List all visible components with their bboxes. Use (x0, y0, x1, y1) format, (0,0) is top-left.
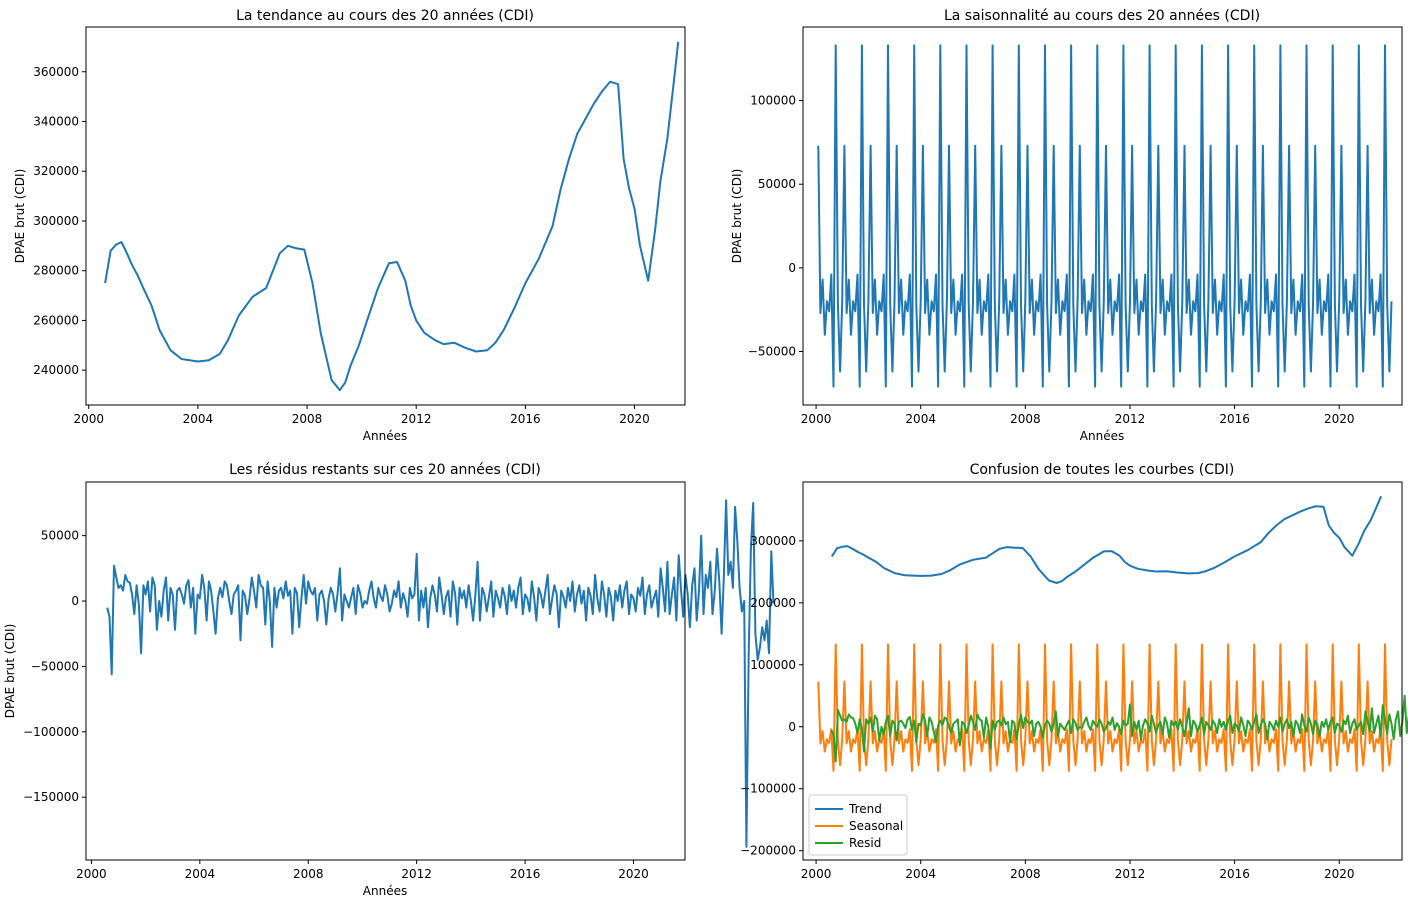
y-tick-label: 200000 (750, 596, 796, 610)
x-axis-label: Années (363, 884, 407, 898)
trend-line (104, 41, 680, 392)
y-tick-label: 260000 (33, 313, 79, 327)
panel-seasonal: 2000 2004 2008 2012 2016 2020 −50000 0 50000 1000… (730, 8, 1403, 443)
x-tick-label: 2004 (905, 867, 936, 881)
x-tick-label: 2000 (76, 867, 107, 881)
combined-resid-line (830, 694, 1408, 763)
x-tick-label: 2020 (618, 867, 649, 881)
x-tick-label: 2020 (1324, 412, 1355, 426)
panel-resid: 2000 2004 2008 2012 2016 2020 −150000 −100000 −5… (3, 462, 775, 898)
x-tick-label: 2004 (185, 867, 216, 881)
x-tick-label: 2012 (1115, 412, 1146, 426)
axes-frame (802, 481, 1403, 861)
x-tick-label: 2000 (801, 412, 832, 426)
y-tick-label: 320000 (33, 164, 79, 178)
x-tick-label: 2012 (1115, 867, 1146, 881)
y-tick-label: 300000 (750, 534, 796, 548)
x-axis-label: Années (363, 429, 407, 443)
y-tick-label: 50000 (758, 177, 796, 191)
y-tick-label: 360000 (33, 65, 79, 79)
y-axis-label: DPAE brut (CDI) (13, 169, 27, 264)
combined-seasonal-line (817, 643, 1393, 772)
resid-line (106, 499, 775, 848)
x-tick-label: 2008 (1010, 867, 1041, 881)
axes-frame (85, 481, 686, 861)
x-tick-label: 2000 (73, 412, 104, 426)
x-tick-label: 2008 (292, 412, 323, 426)
panel-trend: 2000 2004 2008 2012 2016 2020 240000 260000 2800… (13, 8, 686, 443)
y-tick-label: 300000 (33, 214, 79, 228)
legend: Trend Seasonal Resid (808, 794, 908, 856)
y-tick-label: −150000 (23, 790, 79, 804)
panel-combined: 2000 2004 2008 2012 2016 2020 −200000 −100000 0 1… (740, 462, 1408, 881)
x-tick-label: 2020 (1324, 867, 1355, 881)
y-axis-label: DPAE brut (CDI) (3, 624, 17, 719)
x-tick-label: 2008 (1010, 412, 1041, 426)
y-tick-label: −50000 (748, 344, 796, 358)
chart-title: Les résidus restants sur ces 20 années (… (229, 462, 541, 478)
x-tick-label: 2016 (1219, 867, 1250, 881)
chart-title: Confusion de toutes les courbes (CDI) (970, 462, 1235, 478)
axes-frame (802, 26, 1403, 406)
y-axis-label: DPAE brut (CDI) (730, 169, 744, 264)
y-tick-label: −100000 (23, 725, 79, 739)
axes-frame (85, 26, 686, 406)
legend-label-trend: Trend (848, 802, 882, 816)
chart-title: La saisonnalité au cours des 20 années (… (944, 8, 1260, 24)
x-tick-label: 2004 (905, 412, 936, 426)
x-tick-label: 2000 (801, 867, 832, 881)
x-tick-label: 2004 (183, 412, 214, 426)
y-tick-label: 0 (788, 261, 796, 275)
x-axis-label: Années (1080, 429, 1124, 443)
x-tick-label: 2012 (401, 867, 432, 881)
y-tick-label: −200000 (740, 844, 796, 858)
legend-label-seasonal: Seasonal (849, 819, 903, 833)
y-tick-label: 0 (71, 594, 79, 608)
y-tick-label: 340000 (33, 115, 79, 129)
x-tick-label: 2020 (619, 412, 650, 426)
x-tick-label: 2016 (510, 412, 541, 426)
y-tick-label: 280000 (33, 264, 79, 278)
x-tick-label: 2016 (1219, 412, 1250, 426)
x-tick-label: 2012 (401, 412, 432, 426)
y-tick-label: 100000 (750, 658, 796, 672)
seasonal-line (817, 44, 1393, 388)
x-tick-label: 2008 (293, 867, 324, 881)
y-tick-label: 0 (788, 720, 796, 734)
y-tick-label: 240000 (33, 363, 79, 377)
chart-title: La tendance au cours des 20 années (CDI) (236, 8, 534, 24)
y-tick-label: 100000 (750, 94, 796, 108)
y-tick-label: −100000 (740, 782, 796, 796)
legend-label-resid: Resid (849, 836, 881, 850)
y-tick-label: 50000 (41, 529, 79, 543)
combined-trend-line (830, 495, 1383, 584)
x-tick-label: 2016 (510, 867, 541, 881)
y-tick-label: −50000 (31, 659, 79, 673)
